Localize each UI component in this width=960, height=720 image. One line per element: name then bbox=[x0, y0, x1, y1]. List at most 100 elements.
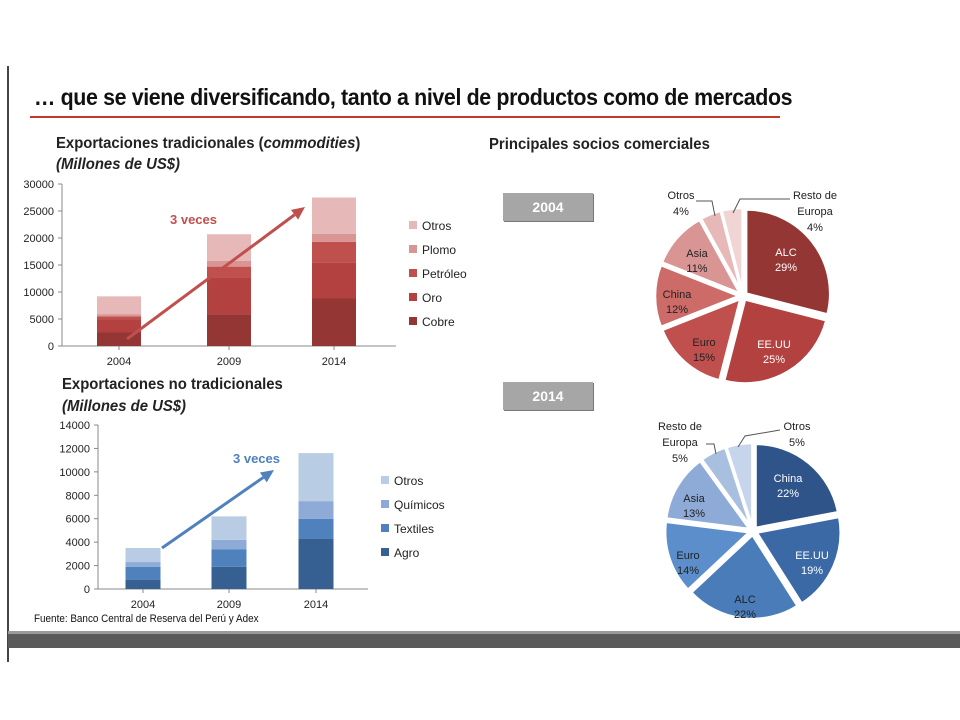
trad-legend-label: Cobre bbox=[422, 315, 455, 329]
notrad-annotation: 3 veces bbox=[233, 451, 280, 466]
pie2014-slice-label-resto-de-europa: Europa bbox=[662, 437, 698, 449]
bottom-bar bbox=[8, 634, 960, 648]
pie2014-slice-asia bbox=[664, 459, 753, 531]
trad-annotation: 3 veces bbox=[170, 212, 217, 227]
trad-trend-arrow bbox=[126, 213, 296, 341]
pie2014-slice-alc bbox=[689, 533, 800, 621]
trad-chart: 0 5000 10000 15000 20000 25000 30000 2004 2009 20… bbox=[23, 179, 467, 368]
notrad-bar-químicos bbox=[125, 562, 161, 567]
trad-bar-oro bbox=[97, 319, 141, 333]
trad-legend-label: Otros bbox=[422, 219, 451, 233]
notrad-legend-swatch bbox=[381, 524, 389, 532]
notrad-chart-title: Exportaciones no tradicionales bbox=[62, 376, 283, 393]
trad-legend-label: Plomo bbox=[422, 243, 456, 257]
notrad-trend-arrow bbox=[161, 476, 265, 550]
pie2014-slice-ee-uu bbox=[754, 515, 842, 606]
notrad-bar-químicos bbox=[211, 539, 247, 550]
trad-bar-plomo bbox=[97, 314, 141, 317]
trad-legend-label: Petróleo bbox=[422, 267, 467, 281]
notrad-bar-agro bbox=[211, 566, 247, 589]
notrad-y-tick-label: 2000 bbox=[66, 561, 90, 573]
notrad-legend-label: Otros bbox=[394, 474, 423, 488]
notrad-bar-otros bbox=[298, 453, 334, 502]
pie2004-slice-label-euro: Euro bbox=[692, 337, 715, 349]
trad-y-tick-label: 25000 bbox=[23, 206, 54, 218]
pie2014-slice-china bbox=[754, 442, 840, 530]
trad-legend-swatch bbox=[409, 269, 417, 277]
pie2004-slice-label-alc: ALC bbox=[775, 247, 796, 259]
pie2014-slice-otros bbox=[724, 441, 754, 528]
trad-bar-oro bbox=[312, 262, 356, 299]
pie2004-slice-label-asia: Asia bbox=[686, 248, 708, 260]
trad-x-tick-label: 2009 bbox=[217, 356, 241, 368]
pie2014-slice-label-china: China bbox=[774, 473, 804, 485]
title-rule bbox=[30, 116, 780, 118]
notrad-y-tick-label: 14000 bbox=[59, 420, 90, 432]
trad-bar-otros bbox=[97, 296, 141, 315]
pie2004-slice-value-euro: 15% bbox=[693, 352, 715, 364]
notrad-legend-swatch bbox=[381, 548, 389, 556]
notrad-x-tick-label: 2009 bbox=[217, 599, 241, 611]
pie2004-slice-label-resto-de-europa: Europa bbox=[797, 206, 833, 218]
trad-bar-cobre bbox=[207, 314, 251, 346]
trad-chart-title: Exportaciones tradicionales (commodities… bbox=[56, 135, 361, 152]
trad-bar-plomo bbox=[312, 233, 356, 242]
notrad-bar-textiles bbox=[298, 518, 334, 539]
pie2004-leader-resto-de-europa bbox=[732, 198, 790, 214]
pie2004-slice-value-otros: 4% bbox=[673, 206, 689, 218]
pie2004-slice-value-asia: 11% bbox=[686, 263, 707, 275]
pie2014-slice-label-resto-de-europa: Resto de bbox=[658, 421, 702, 433]
pie2004-slice-label-ee-uu: EE.UU bbox=[757, 339, 791, 351]
pie2014-slice-resto-de-europa bbox=[700, 445, 753, 529]
notrad-x-tick-label: 2004 bbox=[131, 599, 155, 611]
pie2014-slice-value-resto-de-europa: 5% bbox=[672, 453, 688, 465]
trad-legend-swatch bbox=[409, 245, 417, 253]
notrad-y-tick-label: 4000 bbox=[66, 537, 90, 549]
notrad-bar-químicos bbox=[298, 501, 334, 519]
trad-bar-otros bbox=[207, 234, 251, 261]
trad-x-tick-label: 2004 bbox=[107, 356, 131, 368]
pie2004-slice-value-resto-de-europa: 4% bbox=[807, 222, 823, 234]
pie2004-chart: ALC 29% EE.UU 25% Euro 15% China 12% Asia 11% Otro… bbox=[653, 190, 837, 385]
pie2004-slice-label-otros: Otros bbox=[668, 190, 695, 202]
trad-y-tick-label: 20000 bbox=[23, 233, 54, 245]
pie2014-leader-otros bbox=[737, 429, 781, 448]
trad-bar-otros bbox=[312, 197, 356, 234]
trad-legend-label: Oro bbox=[422, 291, 442, 305]
trad-y-tick-label: 0 bbox=[48, 341, 54, 353]
pie2014-slice-value-euro: 14% bbox=[677, 565, 699, 577]
trad-bar-oro bbox=[207, 277, 251, 315]
slide-title: … que se viene diversificando, tanto a n… bbox=[34, 84, 793, 110]
pie2004-leader-otros bbox=[696, 200, 716, 217]
trad-bar-cobre bbox=[312, 298, 356, 346]
year-tag-2004: 2004 bbox=[503, 193, 593, 221]
pie2004-slice-euro bbox=[660, 296, 743, 382]
pie2014-slice-value-china: 22% bbox=[777, 488, 799, 500]
trad-y-tick-label: 30000 bbox=[23, 179, 54, 191]
pie2014-chart: China 22% EE.UU 19% ALC 22% Euro 14% Asia 13% Rest… bbox=[658, 421, 842, 621]
notrad-legend-label: Agro bbox=[394, 546, 420, 560]
notrad-bar-otros bbox=[125, 548, 161, 563]
left-rule bbox=[7, 66, 9, 662]
notrad-x-tick-label: 2014 bbox=[304, 599, 328, 611]
trad-y-tick-label: 15000 bbox=[23, 260, 54, 272]
pie2014-slice-value-alc: 22% bbox=[734, 609, 756, 621]
trad-y-tick-label: 10000 bbox=[23, 287, 54, 299]
trad-trend-arrowhead bbox=[290, 207, 305, 220]
pie2004-slice-value-china: 12% bbox=[666, 304, 688, 316]
notrad-legend-swatch bbox=[381, 476, 389, 484]
trad-bar-petróleo bbox=[207, 266, 251, 278]
pie2004-slice-label-resto-de-europa: Resto de bbox=[793, 190, 837, 202]
notrad-y-tick-label: 12000 bbox=[59, 443, 90, 455]
notrad-bar-textiles bbox=[211, 549, 247, 567]
notrad-bar-agro bbox=[125, 579, 161, 589]
notrad-legend-label: Textiles bbox=[394, 522, 434, 536]
trad-legend-swatch bbox=[409, 317, 417, 325]
notrad-y-tick-label: 6000 bbox=[66, 514, 90, 526]
pie-section-title: Principales socios comerciales bbox=[489, 136, 710, 153]
notrad-legend-swatch bbox=[381, 500, 389, 508]
notrad-legend-label: Químicos bbox=[394, 498, 445, 512]
notrad-chart-subtitle: (Millones de US$) bbox=[62, 398, 187, 415]
